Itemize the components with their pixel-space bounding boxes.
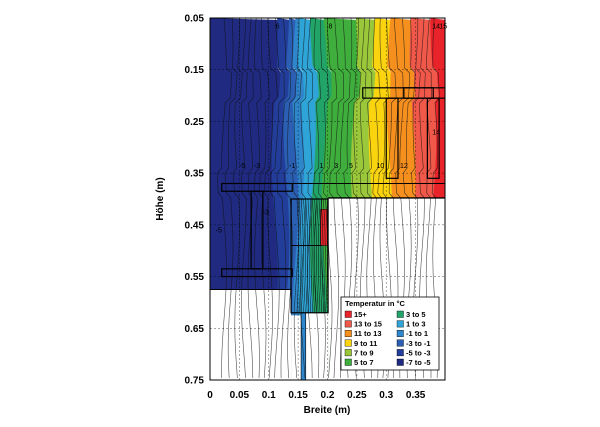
isotherm <box>263 18 278 379</box>
blank-area <box>291 315 302 380</box>
y-axis-label: Höhe (m) <box>155 177 166 220</box>
legend-swatch <box>396 310 404 318</box>
legend-entry-label: 1 to 3 <box>406 320 426 329</box>
x-tick-label: 0.25 <box>347 390 367 401</box>
isotherm <box>217 18 232 379</box>
isotherm <box>309 198 313 313</box>
legend-swatch <box>344 339 352 347</box>
legend-box <box>340 296 440 371</box>
contour-label: -3 <box>254 163 260 170</box>
y-tick-label: 0.25 <box>185 117 205 128</box>
y-tick-label: 0.45 <box>185 220 205 231</box>
isotherm <box>305 198 308 313</box>
legend-swatch <box>396 349 404 357</box>
legend-swatch <box>344 349 352 357</box>
legend-entry-label: 5 to 7 <box>354 358 374 367</box>
contour-label: 1 <box>320 163 324 170</box>
isotherm <box>300 18 308 379</box>
y-tick-label: 0.35 <box>185 169 205 180</box>
x-tick-label: 0.35 <box>406 390 426 401</box>
isotherm <box>316 198 319 313</box>
isotherm <box>313 18 322 379</box>
isotherm <box>296 198 300 313</box>
isotherm <box>318 198 322 313</box>
contour-label: 3 <box>334 163 338 170</box>
x-tick-label: 0.1 <box>262 390 276 401</box>
legend-entry-label: 11 to 13 <box>354 329 382 338</box>
window-frame <box>290 198 329 314</box>
legend-title: Temperatur in °C <box>345 299 406 308</box>
contour-label: -3 <box>263 210 269 217</box>
legend-entry-label: 3 to 5 <box>406 310 426 319</box>
y-axis-ticks: 0.05 0.15 0.25 0.35 0.45 0.55 0.65 0.75 <box>185 14 205 387</box>
x-tick-label: 0.05 <box>230 390 250 401</box>
isotherm <box>247 18 254 379</box>
contour-label: 6 <box>276 23 280 30</box>
x-tick-label: 0.15 <box>288 390 308 401</box>
contour-label: 14 <box>432 23 440 30</box>
isotherm <box>240 18 248 379</box>
isotherm <box>323 198 326 313</box>
x-axis-label: Breite (m) <box>304 405 351 416</box>
x-axis-ticks: 0 0.05 0.1 0.15 0.2 0.25 0.3 0.35 <box>207 390 426 401</box>
legend-swatch <box>344 330 352 337</box>
plot-frame <box>209 17 446 381</box>
legend-swatch <box>396 330 404 337</box>
contour-label: 10 <box>376 163 384 170</box>
isotherm <box>298 198 302 313</box>
steel-column <box>300 312 307 381</box>
legend-swatch <box>396 320 404 328</box>
isotherm <box>232 18 243 379</box>
isotherm <box>284 18 297 379</box>
contour-label: -1 <box>289 163 295 170</box>
structure-outline <box>210 87 445 314</box>
legend-entry-label: -3 to -1 <box>406 339 431 348</box>
beam-upper-right-web <box>426 97 440 179</box>
x-tick-label: 0 <box>207 390 213 401</box>
blank-area <box>305 312 329 380</box>
legend-entry-label: 9 to 11 <box>354 339 377 348</box>
x-tick-label: 0.3 <box>379 390 393 401</box>
contour-label: 15 <box>439 23 447 30</box>
x-tick-label: 0.2 <box>321 390 335 401</box>
y-tick-label: 0.15 <box>185 65 205 76</box>
isotherm <box>320 198 324 313</box>
y-tick-label: 0.55 <box>185 272 205 283</box>
legend-entry-label: -1 to 1 <box>406 329 428 338</box>
beam-flange-bottom <box>221 268 293 278</box>
legend-entry-label: -5 to -3 <box>406 348 431 357</box>
isotherm <box>224 18 238 379</box>
legend-swatch <box>344 310 352 318</box>
legend-swatch <box>344 358 352 366</box>
isotherm <box>303 198 306 313</box>
y-tick-label: 0.05 <box>185 14 205 25</box>
legend-entry-label: -7 to -5 <box>406 358 431 367</box>
legend-entry-label: 7 to 9 <box>354 348 374 357</box>
isotherm <box>270 18 285 379</box>
legend-swatch <box>396 358 404 366</box>
contour-label: 12 <box>400 163 408 170</box>
legend-entry-label: 15+ <box>354 310 367 319</box>
isotherm <box>307 18 314 379</box>
contour-label: 8 <box>328 23 332 30</box>
contour-label: -5 <box>239 163 245 170</box>
legend-entry-label: 13 to 15 <box>354 320 382 329</box>
isotherm <box>253 18 262 379</box>
contour-label: 14 <box>432 129 440 136</box>
isotherm <box>301 198 304 313</box>
contour-label: -5 <box>216 228 222 235</box>
contour-label: 5 <box>349 163 353 170</box>
isotherm <box>276 18 292 379</box>
legend-swatch <box>396 339 404 347</box>
isotherm <box>312 198 315 313</box>
y-tick-label: 0.65 <box>185 324 205 335</box>
isotherm <box>314 198 317 313</box>
y-tick-label: 0.75 <box>185 376 205 387</box>
legend-swatch <box>344 320 352 328</box>
isotherm <box>307 198 311 313</box>
